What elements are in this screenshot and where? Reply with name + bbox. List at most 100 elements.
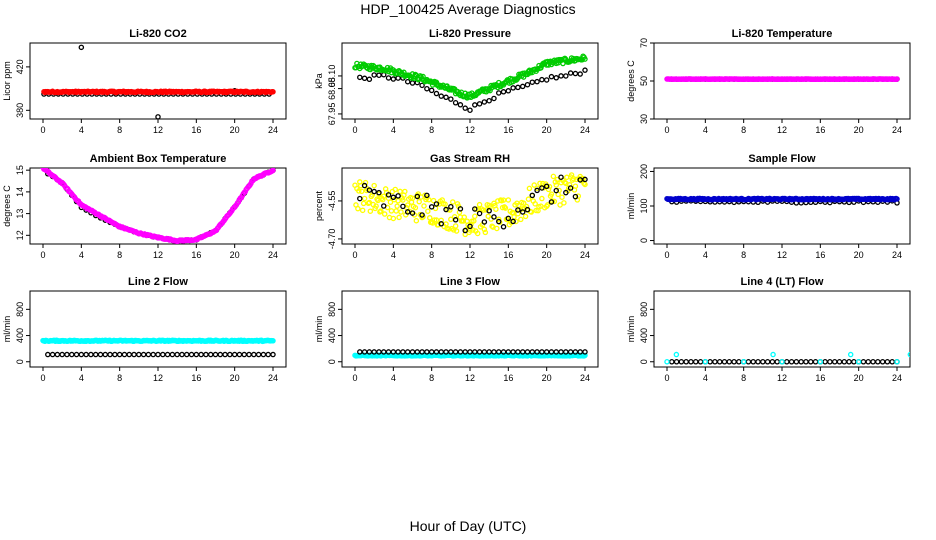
data-point-avg xyxy=(894,76,900,82)
x-tick-label: 8 xyxy=(741,373,746,383)
data-point-raw xyxy=(736,359,742,365)
data-point-raw xyxy=(543,183,550,190)
data-point-raw xyxy=(361,75,368,82)
data-point-raw xyxy=(390,76,397,82)
y-axis-label: ml/min xyxy=(314,316,324,343)
data-point-raw xyxy=(510,85,516,91)
data-point-raw xyxy=(357,74,363,81)
data-point-avg xyxy=(446,226,452,232)
data-point-raw xyxy=(472,102,478,108)
data-point-raw xyxy=(457,206,464,212)
y-tick-label: 12 xyxy=(15,230,25,240)
data-point-raw xyxy=(481,349,488,355)
data-point-raw xyxy=(543,349,550,355)
data-point-raw xyxy=(548,199,555,205)
y-tick-label: 68.05 xyxy=(327,77,337,100)
data-point-avg xyxy=(847,351,854,358)
data-point-raw xyxy=(438,349,444,355)
plot-frame xyxy=(653,290,911,368)
data-point-avg xyxy=(380,193,387,200)
x-tick-label: 24 xyxy=(580,250,590,260)
y-tick-label: 30 xyxy=(639,114,649,124)
panel-line-2-flow: Line 2 Flow ml/min 0 4 8 12 16 20 24 0 400 800 xyxy=(2,276,287,383)
data-point-avg xyxy=(582,56,588,62)
data-point-avg xyxy=(511,214,517,220)
data-point-raw xyxy=(577,71,583,77)
y-tick-label: 420 xyxy=(15,59,25,74)
y-tick-label: 68.10 xyxy=(327,65,337,88)
x-tick-label: 20 xyxy=(230,125,240,135)
data-point-raw xyxy=(846,359,852,365)
y-tick-label: 400 xyxy=(327,328,337,343)
data-point-raw xyxy=(443,94,449,101)
data-point-raw xyxy=(476,349,483,355)
data-point-avg xyxy=(565,185,572,191)
data-point-raw xyxy=(390,194,397,201)
data-point-raw xyxy=(227,351,233,358)
data-point-raw xyxy=(539,185,545,191)
data-point-raw xyxy=(476,210,483,217)
data-point-raw xyxy=(198,351,204,358)
data-point-raw xyxy=(712,359,718,365)
data-point-raw xyxy=(424,349,430,355)
data-point-avg xyxy=(452,223,459,229)
x-tick-label: 4 xyxy=(391,125,396,135)
panel-ambient-box-temperature: Ambient Box Temperature degrees C 0 4 8 12 16 2… xyxy=(2,153,287,260)
data-point-raw xyxy=(179,351,185,358)
data-point-raw xyxy=(443,206,449,213)
data-point-raw xyxy=(183,351,190,358)
data-point-raw xyxy=(428,204,435,210)
data-point-raw xyxy=(529,349,536,355)
data-point-avg xyxy=(779,359,785,365)
data-point-avg xyxy=(394,203,400,209)
data-point-raw xyxy=(131,351,137,358)
series-points xyxy=(40,168,276,244)
data-point-avg xyxy=(582,352,588,359)
data-point-raw xyxy=(500,224,507,230)
x-tick-label: 24 xyxy=(268,125,278,135)
data-point-raw xyxy=(433,90,440,97)
y-axis-label: ml/min xyxy=(626,316,636,343)
x-tick-label: 16 xyxy=(815,125,825,135)
data-point-raw xyxy=(572,349,579,355)
data-point-avg xyxy=(470,227,476,233)
data-point-raw xyxy=(572,70,579,77)
data-point-raw xyxy=(697,359,704,365)
data-point-raw xyxy=(409,349,416,355)
data-point-avg xyxy=(361,195,368,202)
data-point-raw xyxy=(443,349,449,355)
data-point-raw xyxy=(366,187,373,193)
series-points xyxy=(40,337,276,358)
data-point-avg xyxy=(494,225,500,232)
x-tick-label: 8 xyxy=(429,125,434,135)
data-point-raw xyxy=(260,351,267,358)
data-point-raw xyxy=(769,359,776,365)
data-point-raw xyxy=(236,351,243,358)
x-tick-label: 24 xyxy=(580,125,590,135)
data-point-raw xyxy=(808,359,814,365)
data-point-avg xyxy=(553,182,560,188)
data-point-raw xyxy=(693,359,699,365)
y-tick-label: 0 xyxy=(639,359,649,364)
data-point-raw xyxy=(524,206,531,213)
data-point-raw xyxy=(760,359,766,365)
x-tick-label: 20 xyxy=(230,250,240,260)
data-point-raw xyxy=(390,349,397,355)
y-tick-label: 14 xyxy=(15,187,25,197)
data-point-avg xyxy=(400,197,406,203)
x-tick-label: 16 xyxy=(503,125,513,135)
x-tick-label: 8 xyxy=(117,250,122,260)
series-points xyxy=(352,53,588,113)
data-point-raw xyxy=(491,214,497,220)
x-tick-label: 4 xyxy=(703,125,708,135)
y-tick-label: 800 xyxy=(327,302,337,317)
data-point-raw xyxy=(155,114,161,119)
panel-title: Line 2 Flow xyxy=(128,276,188,288)
data-point-raw xyxy=(424,192,430,199)
data-point-raw xyxy=(462,105,468,111)
x-tick-label: 8 xyxy=(429,373,434,383)
data-point-raw xyxy=(534,349,540,355)
data-point-avg xyxy=(397,188,403,195)
x-tick-label: 16 xyxy=(815,250,825,260)
data-point-raw xyxy=(884,359,891,365)
